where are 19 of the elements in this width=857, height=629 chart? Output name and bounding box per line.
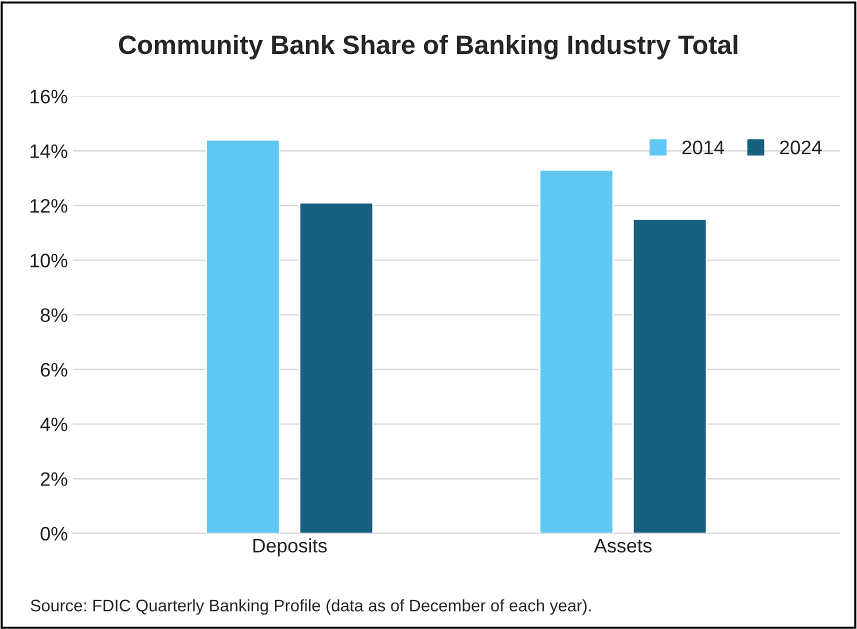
legend-label: 2014: [682, 140, 724, 154]
bar: [298, 202, 374, 534]
legend-label: 2024: [780, 140, 822, 154]
x-tick-label: Deposits: [253, 538, 327, 556]
y-tick-label: 0%: [40, 526, 68, 541]
y-tick-label: 10%: [30, 254, 68, 268]
x-tick-label: Assets: [594, 538, 652, 553]
y-tick-label: 4%: [40, 418, 68, 432]
y-tick-label: 12%: [30, 198, 68, 213]
y-tick-label: 6%: [40, 362, 68, 377]
chart-title: Community Bank Share of Banking Industry Total: [119, 34, 738, 60]
bar: [632, 218, 708, 534]
y-tick-label: 14%: [30, 144, 68, 158]
bar: [539, 169, 614, 534]
y-tick-label: 2%: [40, 472, 68, 486]
source-note: Source: FDIC Quarterly Banking Profile (data as of December of each year).: [30, 599, 591, 615]
bar: [206, 139, 280, 534]
y-tick-label: 8%: [40, 308, 68, 322]
y-tick-label: 16%: [30, 90, 68, 104]
